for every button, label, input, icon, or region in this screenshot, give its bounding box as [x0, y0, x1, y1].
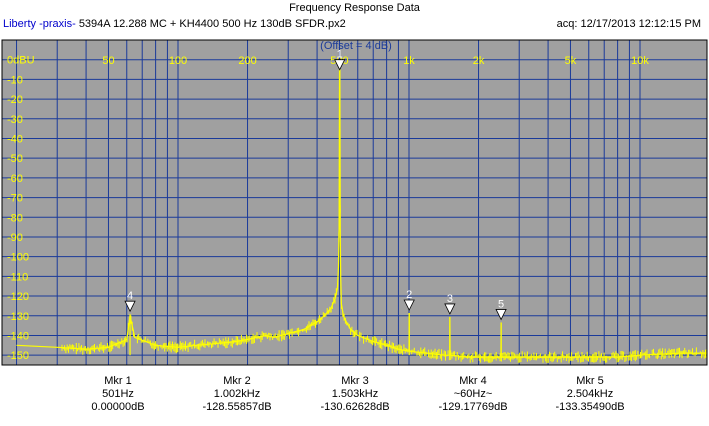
marker-number: 2 — [406, 289, 412, 301]
x-tick-label: 2k — [473, 55, 485, 67]
y-tick-label: -90 — [7, 232, 23, 244]
marker-label: Mkr 4 — [459, 375, 487, 387]
marker-level: -133.35490dB — [555, 401, 625, 413]
noise-floor — [61, 205, 708, 363]
marker-readout-4: Mkr 4 ~60Hz~ -129.17769dB — [413, 375, 533, 414]
trace-layer — [16, 59, 708, 363]
marker-2[interactable]: 2 — [403, 289, 415, 356]
plot-area[interactable] — [2, 40, 707, 365]
y-tick-label: -60 — [7, 173, 23, 185]
marker-readouts: Mkr 1 501Hz 0.00000dB Mkr 2 1.002kHz -12… — [0, 375, 709, 423]
x-tick-label: 1k — [403, 55, 415, 67]
x-tick-label: 100 — [169, 55, 187, 67]
marker-triangle — [334, 59, 346, 71]
y-tick-label: -80 — [7, 212, 23, 224]
marker-readout-5: Mkr 5 2.504kHz -133.35490dB — [530, 375, 650, 414]
y-tick-label: -100 — [7, 252, 29, 264]
window-title: Frequency Response Data — [289, 2, 420, 14]
marker-1[interactable]: 1 — [334, 49, 346, 71]
marker-level: -128.55857dB — [202, 401, 272, 413]
y-tick-label: -130 — [7, 311, 29, 323]
marker-number: 5 — [498, 298, 504, 310]
y-tick-label: -10 — [7, 74, 23, 86]
y-tick-label: -140 — [7, 330, 29, 342]
y-tick-label: -20 — [7, 94, 23, 106]
x-tick-label: 50 — [102, 55, 114, 67]
marker-triangle — [495, 309, 507, 321]
marker-readout-2: Mkr 2 1.002kHz -128.55857dB — [177, 375, 297, 414]
marker-frequency: 2.504kHz — [566, 388, 614, 400]
y-tick-label: -70 — [7, 193, 23, 205]
x-tick-label: 5k — [565, 55, 577, 67]
offset-label: (Offset = 4 dB) — [320, 40, 392, 52]
marker-label: Mkr 2 — [223, 375, 251, 387]
y-tick-label: -150 — [7, 350, 29, 362]
marker-readout-1: Mkr 1 501Hz 0.00000dB — [58, 375, 178, 414]
marker-number: 3 — [447, 293, 453, 305]
marker-frequency: 1.503kHz — [331, 388, 379, 400]
y-tick-label: -50 — [7, 153, 23, 165]
tick-labels: 0dBU -10 -20 -30 -40 -50 -60 -70 -80 -90 -100 -110 -… — [7, 55, 649, 362]
marker-4[interactable]: 4 — [124, 290, 136, 356]
x-tick-label: 10k — [631, 55, 649, 67]
measurement-name: 5394A 12.288 MC + KH4400 500 Hz 130dB SF… — [78, 18, 346, 30]
marker-level: -130.62628dB — [320, 401, 390, 413]
marker-level: 0.00000dB — [91, 401, 145, 413]
y-tick-label: -30 — [7, 114, 23, 126]
app-name: Liberty -praxis- — [3, 18, 76, 30]
x-tick-label: 200 — [238, 55, 256, 67]
acquisition-timestamp: acq: 12/17/2013 12:12:15 PM — [556, 18, 701, 30]
plot-border — [1, 39, 708, 366]
marker-number: 4 — [127, 290, 133, 302]
marker-triangle — [403, 299, 415, 311]
y-tick-label: -110 — [7, 271, 28, 283]
marker-readout-3: Mkr 3 1.503kHz -130.62628dB — [295, 375, 415, 414]
measurement-header: Liberty -praxis- 5394A 12.288 MC + KH440… — [3, 18, 346, 30]
marker-number: 1 — [337, 49, 343, 61]
marker-label: Mkr 3 — [341, 375, 369, 387]
y-tick-label: -40 — [7, 133, 23, 145]
marker-label: Mkr 5 — [576, 375, 604, 387]
y-tick-label: 0dBU — [7, 55, 35, 67]
marker-level: -129.17769dB — [438, 401, 508, 413]
marker-frequency: ~60Hz~ — [453, 388, 493, 400]
marker-frequency: 501Hz — [102, 388, 134, 400]
marker-3[interactable]: 3 — [444, 293, 456, 356]
marker-layer: 1 2 3 4 5 — [124, 49, 507, 356]
marker-label: Mkr 1 — [104, 375, 132, 387]
marker-triangle — [124, 300, 136, 313]
marker-5[interactable]: 5 — [495, 298, 507, 356]
y-tick-label: -120 — [7, 291, 29, 303]
marker-triangle — [444, 303, 456, 315]
marker-frequency: 1.002kHz — [213, 388, 261, 400]
